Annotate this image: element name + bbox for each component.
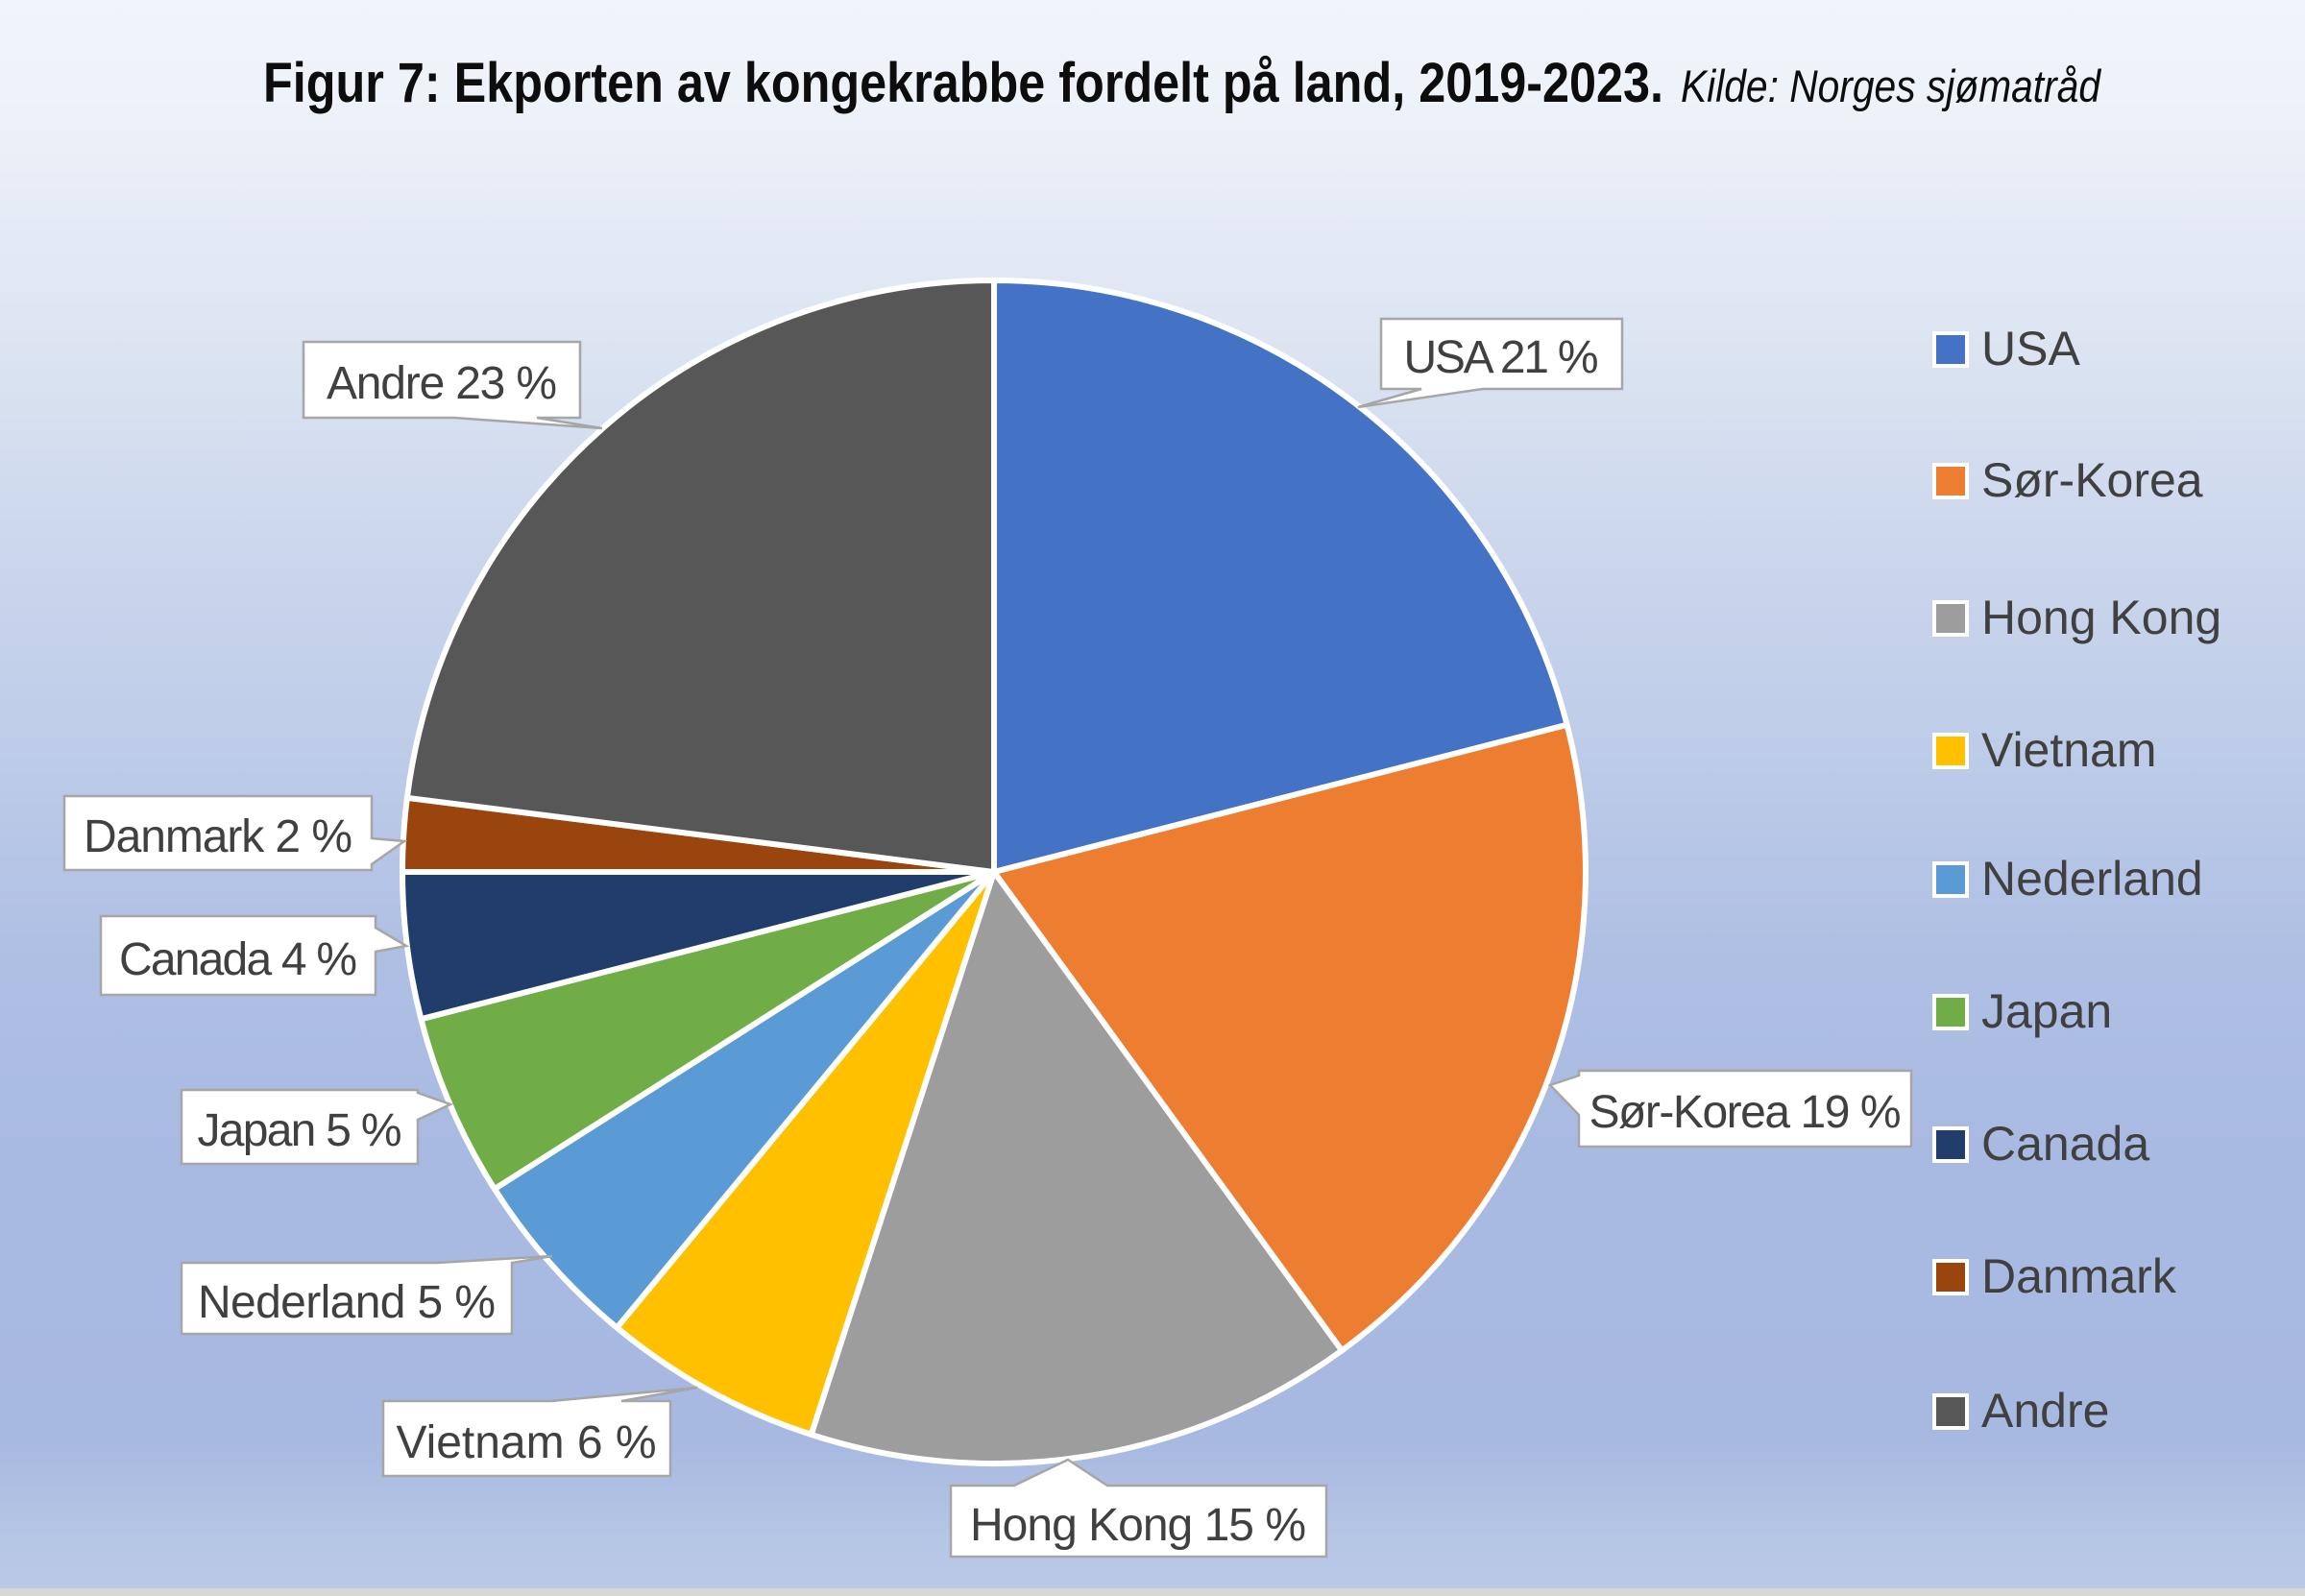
svg-text:Nederland 5 %: Nederland 5 % <box>198 1277 496 1328</box>
svg-text:Vietnam 6 %: Vietnam 6 % <box>397 1417 657 1468</box>
svg-text:Vietnam: Vietnam <box>1981 723 2157 777</box>
svg-text:Sør-Korea 19 %: Sør-Korea 19 % <box>1589 1087 1902 1138</box>
svg-text:Andre: Andre <box>1981 1384 2109 1438</box>
svg-text:Sør-Korea: Sør-Korea <box>1981 453 2203 507</box>
svg-text:Japan: Japan <box>1981 984 2112 1038</box>
svg-text:Canada: Canada <box>1981 1117 2149 1171</box>
svg-text:Canada 4 %: Canada 4 % <box>119 934 357 985</box>
svg-text:Figur 7: Ekporten av kongekrab: Figur 7: Ekporten av kongekrabbe fordelt… <box>263 52 1663 114</box>
svg-text:Danmark 2 %: Danmark 2 % <box>84 811 352 862</box>
svg-text:Andre 23 %: Andre 23 % <box>327 358 557 409</box>
svg-text:USA: USA <box>1981 322 2080 375</box>
svg-text:Hong Kong: Hong Kong <box>1981 591 2221 644</box>
svg-text:Danmark: Danmark <box>1981 1249 2177 1303</box>
svg-text:Kilde: Norges sjømatråd: Kilde: Norges sjømatråd <box>1681 60 2102 111</box>
svg-text:Hong Kong 15 %: Hong Kong 15 % <box>970 1500 1306 1551</box>
svg-text:Japan 5 %: Japan 5 % <box>198 1105 402 1156</box>
svg-text:Nederland: Nederland <box>1981 852 2203 906</box>
svg-text:USA 21 %: USA 21 % <box>1404 332 1599 383</box>
